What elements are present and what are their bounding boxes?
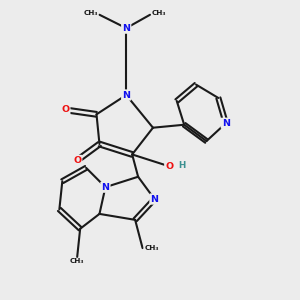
Text: H: H [178, 161, 185, 170]
Text: N: N [101, 183, 110, 192]
Text: N: N [222, 119, 230, 128]
Text: O: O [61, 105, 69, 114]
Text: CH₃: CH₃ [144, 245, 159, 251]
Text: N: N [122, 24, 130, 33]
Text: N: N [151, 194, 158, 203]
Text: O: O [165, 162, 173, 171]
Text: CH₃: CH₃ [83, 10, 98, 16]
Text: CH₃: CH₃ [152, 10, 166, 16]
Text: O: O [73, 156, 81, 165]
Text: CH₃: CH₃ [70, 259, 84, 265]
Text: N: N [122, 91, 130, 100]
